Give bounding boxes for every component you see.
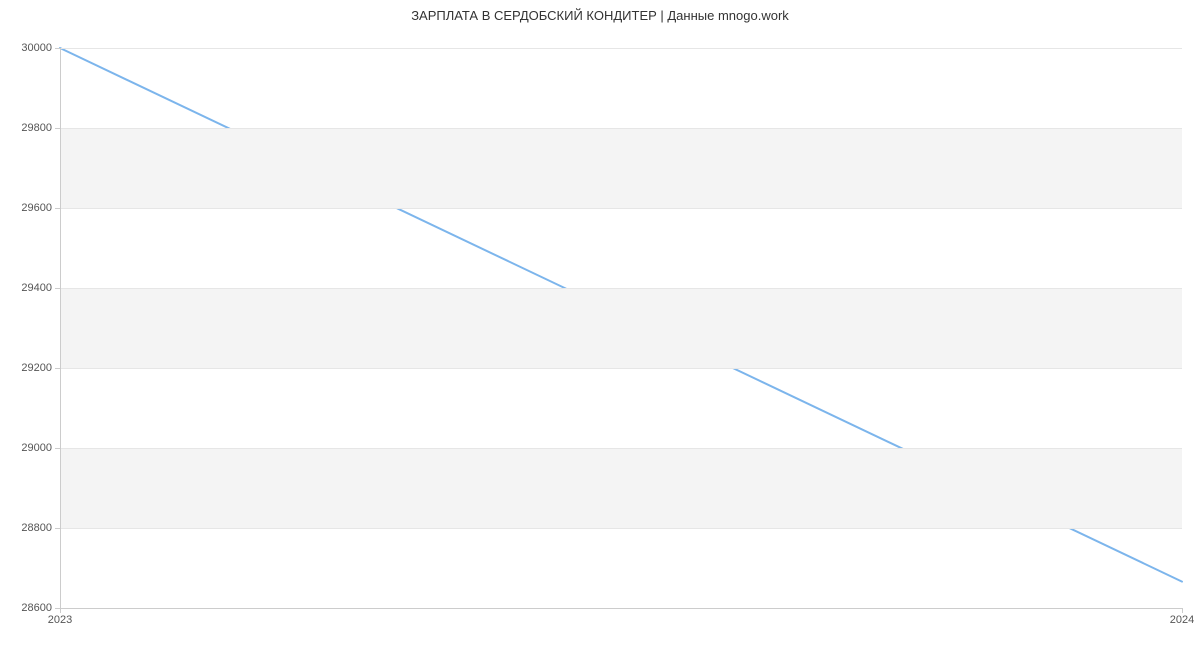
x-axis-line [60, 608, 1182, 609]
y-axis-line [60, 48, 61, 608]
y-tick-label: 29400 [21, 282, 52, 294]
y-gridline [60, 448, 1182, 449]
x-tick-label: 2023 [48, 614, 72, 626]
y-gridline [60, 128, 1182, 129]
y-gridline [60, 368, 1182, 369]
y-tick-label: 29000 [21, 442, 52, 454]
x-tick-label: 2024 [1170, 614, 1194, 626]
y-tick-label: 28600 [21, 602, 52, 614]
plot-band [60, 128, 1182, 208]
y-tick-label: 29800 [21, 122, 52, 134]
y-tick-label: 30000 [21, 42, 52, 54]
x-tick-mark [1182, 608, 1183, 613]
y-tick-label: 29600 [21, 202, 52, 214]
y-gridline [60, 48, 1182, 49]
y-gridline [60, 528, 1182, 529]
chart-title: ЗАРПЛАТА В СЕРДОБСКИЙ КОНДИТЕР | Данные … [0, 8, 1200, 23]
plot-area: 2860028800290002920029400296002980030000… [60, 48, 1182, 608]
plot-band [60, 288, 1182, 368]
y-tick-label: 29200 [21, 362, 52, 374]
y-gridline [60, 208, 1182, 209]
plot-band [60, 448, 1182, 528]
y-tick-label: 28800 [21, 522, 52, 534]
chart-container: ЗАРПЛАТА В СЕРДОБСКИЙ КОНДИТЕР | Данные … [0, 0, 1200, 650]
y-gridline [60, 288, 1182, 289]
